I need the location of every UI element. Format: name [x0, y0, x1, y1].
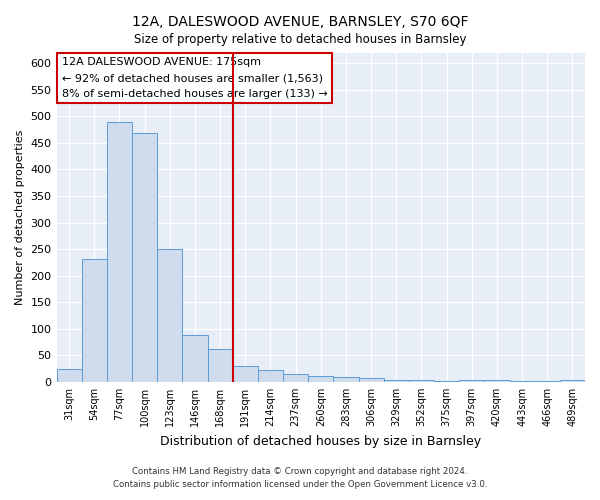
Bar: [283, 374, 308, 382]
Text: Contains HM Land Registry data © Crown copyright and database right 2024.
Contai: Contains HM Land Registry data © Crown c…: [113, 467, 487, 489]
Bar: [560, 380, 585, 382]
Bar: [383, 380, 409, 382]
Bar: [459, 380, 484, 382]
Y-axis label: Number of detached properties: Number of detached properties: [15, 130, 25, 305]
Bar: [359, 378, 383, 382]
Bar: [484, 380, 509, 382]
Bar: [409, 380, 434, 382]
Bar: [82, 258, 107, 382]
Bar: [434, 381, 459, 382]
Bar: [334, 376, 359, 382]
X-axis label: Distribution of detached houses by size in Barnsley: Distribution of detached houses by size …: [160, 434, 481, 448]
Bar: [233, 366, 258, 382]
Bar: [132, 134, 157, 382]
Bar: [107, 122, 132, 382]
Text: Size of property relative to detached houses in Barnsley: Size of property relative to detached ho…: [134, 32, 466, 46]
Bar: [157, 249, 182, 382]
Bar: [258, 370, 283, 382]
Bar: [182, 334, 208, 382]
Bar: [208, 349, 233, 382]
Text: 12A DALESWOOD AVENUE: 175sqm
← 92% of detached houses are smaller (1,563)
8% of : 12A DALESWOOD AVENUE: 175sqm ← 92% of de…: [62, 58, 328, 98]
Bar: [509, 381, 535, 382]
Bar: [56, 368, 82, 382]
Text: 12A, DALESWOOD AVENUE, BARNSLEY, S70 6QF: 12A, DALESWOOD AVENUE, BARNSLEY, S70 6QF: [132, 15, 468, 29]
Bar: [308, 376, 334, 382]
